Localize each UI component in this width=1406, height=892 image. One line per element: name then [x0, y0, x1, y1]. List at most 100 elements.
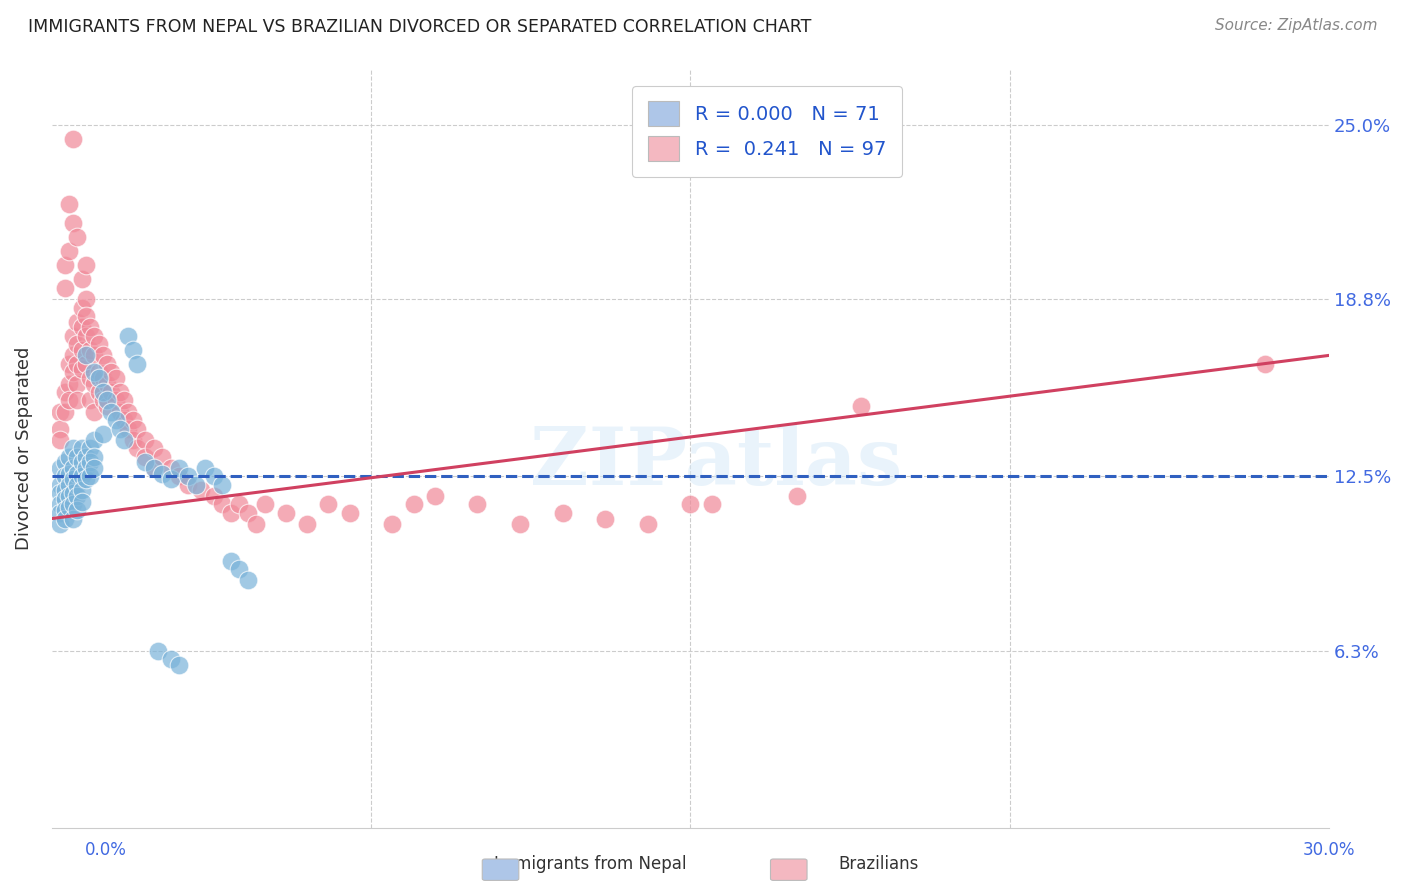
Point [49, 517, 72, 532]
Point [202, 489, 225, 503]
Point [75, 450, 97, 464]
Text: Immigrants from Nepal: Immigrants from Nepal [495, 855, 686, 872]
Text: Brazilians: Brazilians [838, 855, 920, 872]
Point [62, 216, 84, 230]
Point [100, 365, 122, 379]
Point [83, 348, 105, 362]
Point [53, 281, 76, 295]
Point [53, 455, 76, 469]
Point [53, 511, 76, 525]
Point [62, 132, 84, 146]
Point [160, 472, 183, 486]
Point [75, 348, 97, 362]
Point [62, 328, 84, 343]
Point [1254, 357, 1277, 371]
Point [117, 328, 139, 343]
Point [253, 498, 276, 512]
Point [53, 469, 76, 483]
Point [87, 371, 110, 385]
Point [274, 506, 297, 520]
Point [49, 498, 72, 512]
Point [70, 483, 93, 498]
Point [83, 328, 105, 343]
Point [66, 230, 89, 244]
Point [70, 301, 93, 315]
Point [100, 405, 122, 419]
Point [66, 467, 89, 481]
Point [62, 442, 84, 456]
Point [91, 393, 114, 408]
Point [134, 450, 156, 464]
Point [70, 455, 93, 469]
Y-axis label: Divorced or Separated: Divorced or Separated [15, 347, 32, 549]
Point [58, 450, 80, 464]
Point [62, 472, 84, 486]
Point [211, 498, 233, 512]
Point [91, 427, 114, 442]
Point [79, 393, 101, 408]
Point [58, 500, 80, 515]
Point [148, 644, 170, 658]
Point [75, 292, 97, 306]
Point [112, 413, 135, 427]
Point [75, 357, 97, 371]
Point [91, 384, 114, 399]
Point [66, 357, 89, 371]
Point [551, 506, 574, 520]
Point [49, 461, 72, 475]
Point [786, 489, 808, 503]
Point [108, 421, 131, 435]
Point [202, 469, 225, 483]
Point [509, 517, 531, 532]
Point [142, 461, 165, 475]
Point [49, 433, 72, 447]
Point [49, 405, 72, 419]
Point [58, 376, 80, 391]
Text: IMMIGRANTS FROM NEPAL VS BRAZILIAN DIVORCED OR SEPARATED CORRELATION CHART: IMMIGRANTS FROM NEPAL VS BRAZILIAN DIVOR… [28, 18, 811, 36]
Point [104, 413, 127, 427]
Point [58, 357, 80, 371]
Point [177, 469, 200, 483]
Point [169, 657, 191, 672]
Point [62, 365, 84, 379]
Point [79, 442, 101, 456]
Point [96, 376, 118, 391]
Point [58, 477, 80, 491]
Point [53, 259, 76, 273]
Point [679, 498, 702, 512]
Point [62, 461, 84, 475]
Point [228, 498, 250, 512]
Point [236, 506, 259, 520]
Point [117, 421, 139, 435]
Point [160, 461, 183, 475]
Point [83, 405, 105, 419]
Point [62, 498, 84, 512]
Point [70, 272, 93, 286]
Point [53, 405, 76, 419]
Point [160, 652, 183, 666]
Point [142, 461, 165, 475]
Point [295, 517, 318, 532]
Point [637, 517, 659, 532]
Point [62, 348, 84, 362]
Point [53, 483, 76, 498]
Point [125, 442, 148, 456]
Point [75, 461, 97, 475]
Point [58, 467, 80, 481]
Point [75, 328, 97, 343]
Point [87, 365, 110, 379]
Point [70, 362, 93, 376]
Point [108, 384, 131, 399]
Point [104, 371, 127, 385]
Text: 0.0%: 0.0% [84, 840, 127, 858]
Point [228, 562, 250, 576]
Point [318, 498, 340, 512]
Point [186, 477, 208, 491]
Point [87, 337, 110, 351]
Point [121, 343, 143, 357]
Point [49, 421, 72, 435]
Point [66, 450, 89, 464]
Point [402, 498, 425, 512]
Point [79, 371, 101, 385]
Point [58, 244, 80, 259]
